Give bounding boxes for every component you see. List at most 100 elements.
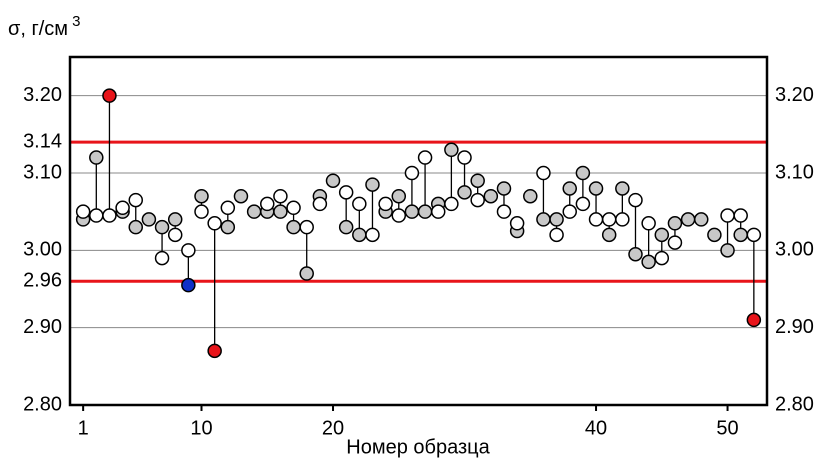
data-point xyxy=(128,219,144,235)
data-point xyxy=(680,212,696,227)
data-point xyxy=(496,181,512,196)
data-point xyxy=(378,196,393,212)
data-point xyxy=(444,196,459,212)
data-point xyxy=(246,204,262,219)
data-point xyxy=(430,204,446,219)
data-point xyxy=(720,243,735,258)
data-point xyxy=(444,142,459,158)
y-tick-label: 2.96 xyxy=(23,270,62,292)
data-point xyxy=(588,181,604,196)
y-axis-label: σ, г/см 3 xyxy=(8,13,80,40)
data-point xyxy=(417,204,433,219)
data-point xyxy=(601,212,617,227)
data-point xyxy=(167,212,183,227)
data-point xyxy=(207,216,222,231)
y-label-sup: 3 xyxy=(72,13,80,30)
x-axis-label: Номер образца xyxy=(346,436,490,458)
data-point xyxy=(549,212,564,227)
y2-tick-label: 2.90 xyxy=(775,316,814,338)
data-point xyxy=(365,177,380,192)
data-point xyxy=(523,188,538,204)
x-tick-label: 50 xyxy=(716,417,738,439)
data-point xyxy=(641,216,656,231)
y2-tick-label: 3.20 xyxy=(775,84,814,106)
data-point xyxy=(417,150,433,165)
data-point xyxy=(102,208,117,223)
data-point xyxy=(404,165,420,181)
data-point xyxy=(154,250,170,266)
data-point xyxy=(615,181,630,196)
data-point xyxy=(667,235,683,250)
data-point xyxy=(299,266,314,281)
x-tick-label: 10 xyxy=(190,417,212,439)
data-point xyxy=(457,150,472,165)
data-point xyxy=(352,227,367,243)
data-point xyxy=(220,219,236,235)
data-point xyxy=(325,173,341,188)
data-point xyxy=(509,216,525,231)
data-point xyxy=(654,250,670,266)
data-point xyxy=(89,150,104,165)
data-point xyxy=(733,227,748,243)
data-point xyxy=(194,188,209,204)
data-point xyxy=(115,200,130,216)
data-point xyxy=(536,165,551,181)
data-point xyxy=(312,196,328,212)
data-point xyxy=(194,204,209,219)
data-point xyxy=(286,200,301,216)
data-point xyxy=(220,200,236,216)
data-point xyxy=(693,212,709,227)
x-tick-label: 1 xyxy=(78,417,89,439)
data-point xyxy=(89,208,104,223)
y-tick-label: 3.00 xyxy=(23,239,62,261)
data-point xyxy=(615,212,630,227)
y-tick-label: 2.80 xyxy=(23,393,62,415)
data-point xyxy=(549,227,564,243)
y-tick-label: 3.20 xyxy=(23,84,62,106)
data-point xyxy=(181,277,196,293)
data-point xyxy=(75,204,91,219)
data-point xyxy=(167,227,183,243)
y-tick-label: 3.10 xyxy=(23,161,62,183)
data-point xyxy=(654,227,670,243)
data-point xyxy=(404,204,420,219)
y-tick-label: 3.14 xyxy=(23,130,62,152)
plot-frame xyxy=(68,55,769,407)
data-point xyxy=(641,254,656,270)
data-point xyxy=(562,181,577,196)
data-point xyxy=(102,88,117,103)
data-point xyxy=(483,188,499,204)
data-point xyxy=(128,192,144,208)
data-point xyxy=(154,219,170,235)
data-point xyxy=(391,188,407,204)
data-point xyxy=(207,343,222,359)
data-point xyxy=(470,192,485,208)
x-tick-label: 20 xyxy=(322,417,344,439)
data-point xyxy=(338,219,354,235)
y2-tick-label: 3.00 xyxy=(775,239,814,261)
data-point xyxy=(575,196,591,212)
y2-tick-label: 2.80 xyxy=(775,393,814,415)
data-point xyxy=(181,243,196,258)
data-point xyxy=(338,185,354,200)
data-point xyxy=(562,204,577,219)
data-point xyxy=(575,165,591,181)
x-tick-label: 40 xyxy=(585,417,607,439)
data-point xyxy=(496,204,512,219)
data-point xyxy=(588,212,604,227)
data-point xyxy=(141,212,157,227)
data-point xyxy=(273,204,288,219)
data-point xyxy=(286,219,301,235)
data-point xyxy=(365,227,380,243)
data-point xyxy=(628,192,643,208)
data-point xyxy=(746,312,762,328)
data-point xyxy=(707,227,722,243)
data-point xyxy=(601,227,617,243)
data-point xyxy=(233,188,249,204)
data-point xyxy=(733,208,748,223)
data-point xyxy=(720,208,735,223)
data-point xyxy=(536,212,551,227)
data-point xyxy=(352,196,367,212)
y2-tick-label: 3.10 xyxy=(775,161,814,183)
